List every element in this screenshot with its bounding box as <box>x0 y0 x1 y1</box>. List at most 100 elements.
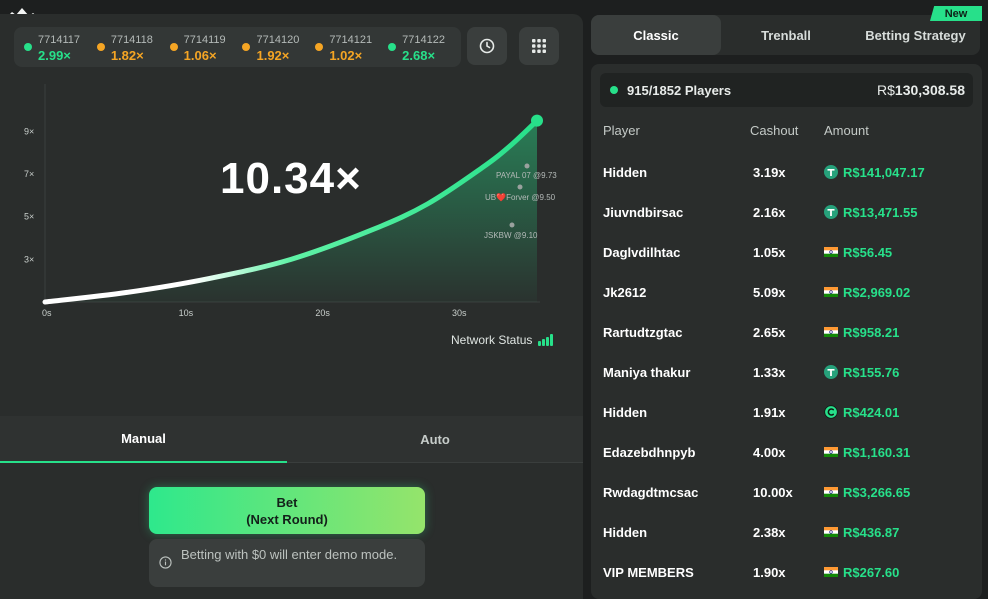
player-row[interactable]: Jiuvndbirsac 2.16x R$13,471.55 <box>591 192 982 232</box>
status-dot <box>388 43 397 51</box>
bet-panel: Manual Auto Bet (Next Round) Betting wit… <box>0 416 583 599</box>
tab-classic[interactable]: Classic <box>591 15 721 55</box>
round-multiplier: 1.92× <box>256 48 290 63</box>
history-item[interactable]: 7714118 1.82× <box>96 31 170 63</box>
player-name: Jiuvndbirsac <box>603 204 684 220</box>
grid-menu-button[interactable] <box>519 27 559 65</box>
inr-coin-icon <box>824 485 838 499</box>
player-row[interactable]: Daglvdilhtac 1.05x R$56.45 <box>591 232 982 272</box>
inr-coin-icon <box>824 565 838 579</box>
player-view-tabs: Classic Trenball Betting Strategy <box>591 15 980 55</box>
bet-button[interactable]: Bet (Next Round) <box>149 487 425 534</box>
player-row[interactable]: Jk2612 5.09x R$2,969.02 <box>591 272 982 312</box>
player-cashout: 4.00x <box>753 444 786 460</box>
player-amount: R$141,047.17 <box>824 165 925 180</box>
x-tick-label: 20s <box>315 308 330 318</box>
player-row[interactable]: Rartudtzgtac 2.65x R$958.21 <box>591 312 982 352</box>
player-cashout: 1.05x <box>753 244 786 260</box>
player-row[interactable]: Hidden 3.19x R$141,047.17 <box>591 152 982 192</box>
x-tick-label: 30s <box>452 308 467 318</box>
player-amount: R$958.21 <box>824 325 899 340</box>
status-dot <box>96 43 105 51</box>
y-tick-label: 5× <box>24 212 34 222</box>
curve-head-marker <box>531 114 543 127</box>
multiplier-chart: 0s 10s 20s 30s 3× 5× 7× 9× PAYAL 07 @9.73 UB❤️Fo… <box>24 84 557 318</box>
tether-coin-icon <box>824 365 838 379</box>
player-row[interactable]: VIP MEMBERS 1.90x R$267.60 <box>591 552 982 592</box>
round-multiplier: 1.02× <box>329 48 363 63</box>
network-status: Network Status <box>451 333 554 347</box>
tab-trenball[interactable]: Trenball <box>761 27 811 43</box>
amount-value: R$56.45 <box>843 244 893 260</box>
player-cashout: 1.91x <box>753 404 786 420</box>
player-amount: R$56.45 <box>824 245 892 260</box>
player-name: Rwdagdtmcsac <box>603 484 699 500</box>
inr-coin-icon <box>824 285 838 299</box>
history-button[interactable] <box>467 27 507 65</box>
player-name: Jk2612 <box>603 284 647 300</box>
live-dot-icon <box>610 86 618 94</box>
column-header-cashout: Cashout <box>750 123 799 138</box>
info-icon <box>159 556 172 569</box>
bet-mode-tabs: Manual Auto <box>0 416 583 463</box>
current-multiplier: 10.34× <box>220 154 362 203</box>
tab-auto[interactable]: Auto <box>287 416 583 463</box>
tab-manual[interactable]: Manual <box>0 416 287 463</box>
inr-coin-icon <box>824 325 838 339</box>
history-item[interactable]: 7714117 2.99× <box>24 31 97 63</box>
crash-history-bar: 7714117 2.99× 7714118 1.82× 7714119 1.06… <box>14 27 461 67</box>
player-row[interactable]: Rwdagdtmcsac 10.00x R$3,266.65 <box>591 472 982 512</box>
player-row[interactable]: Hidden 1.91x R$424.01 <box>591 392 982 432</box>
status-dot <box>24 43 32 51</box>
player-name: Rartudtzgtac <box>603 324 683 340</box>
status-dot <box>315 43 324 51</box>
bc-coin-icon <box>824 405 838 419</box>
player-cashout: 1.90x <box>753 564 786 580</box>
amount-value: R$1,160.31 <box>843 444 911 460</box>
player-name: Hidden <box>603 404 648 420</box>
player-row[interactable]: Hidden 2.38x R$436.87 <box>591 512 982 552</box>
player-amount: R$13,471.55 <box>824 205 917 220</box>
amount-value: R$13,471.55 <box>843 204 918 220</box>
player-cashout: 2.38x <box>753 524 786 540</box>
player-amount: R$1,160.31 <box>824 445 910 460</box>
round-multiplier: 2.68× <box>402 48 436 63</box>
player-row[interactable]: Maniya thakur 1.33x R$155.76 <box>591 352 982 392</box>
network-status-label: Network Status <box>451 333 533 347</box>
round-id: 7714120 <box>256 34 300 46</box>
tether-coin-icon <box>824 205 838 219</box>
player-name: VIP MEMBERS <box>603 564 694 580</box>
history-item[interactable]: 7714122 2.68× <box>388 31 461 63</box>
bet-button-label: Bet <box>276 494 298 510</box>
history-item[interactable]: 7714121 1.02× <box>315 31 388 63</box>
amount-value: R$436.87 <box>843 524 900 540</box>
player-cashout: 5.09x <box>753 284 786 300</box>
player-name: Edazebdhnpyb <box>603 444 696 460</box>
column-header-amount: Amount <box>824 123 869 138</box>
player-name: Maniya thakur <box>603 364 691 380</box>
amount-value: R$141,047.17 <box>843 164 925 180</box>
tether-coin-icon <box>824 165 838 179</box>
amount-value: R$424.01 <box>843 404 900 420</box>
cashout-marker <box>509 222 515 228</box>
player-name: Daglvdilhtac <box>603 244 681 260</box>
history-item[interactable]: 7714120 1.92× <box>242 31 315 63</box>
cashout-label: JSKBW @9.10 <box>484 231 538 240</box>
y-tick-label: 7× <box>24 169 34 179</box>
amount-value: R$958.21 <box>843 324 900 340</box>
round-id: 7714122 <box>402 34 445 46</box>
amount-value: R$267.60 <box>843 564 900 580</box>
curve-area <box>45 120 537 302</box>
player-cashout: 1.33x <box>753 364 786 380</box>
amount-value: R$155.76 <box>843 364 900 380</box>
cashout-label: UB❤️Forver @9.50 <box>485 193 556 202</box>
tab-betting-strategy[interactable]: Betting Strategy <box>865 27 966 43</box>
total-value: 130,308.58 <box>894 82 965 98</box>
history-item[interactable]: 7714119 1.06× <box>169 31 243 63</box>
signal-bars-icon <box>538 334 554 346</box>
round-id: 7714121 <box>329 34 373 46</box>
new-badge: New <box>930 6 982 21</box>
player-cashout: 2.16x <box>753 204 786 220</box>
player-row[interactable]: Edazebdhnpyb 4.00x R$1,160.31 <box>591 432 982 472</box>
round-multiplier: 2.99× <box>38 48 71 63</box>
